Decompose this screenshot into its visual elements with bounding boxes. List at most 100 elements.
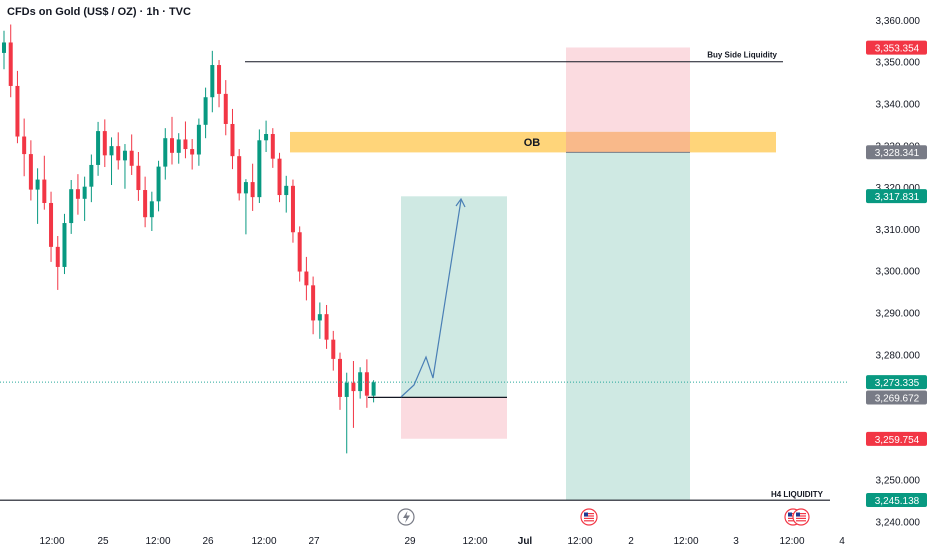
price-badge [866, 390, 927, 405]
candle [55, 236, 60, 290]
flag-canton [788, 512, 792, 517]
candle [344, 372, 349, 454]
candle [223, 80, 228, 136]
candle-body [8, 42, 13, 86]
long-target-zone [401, 196, 507, 398]
candle [257, 129, 262, 203]
lightning-icon[interactable] [397, 508, 415, 526]
candle-body [69, 189, 74, 224]
candle-body [196, 124, 201, 155]
flag-stripe [584, 515, 594, 517]
candle [371, 380, 376, 403]
candle-body [270, 134, 275, 159]
candle [62, 213, 67, 275]
time-axis: 12:00 25 12:00 26 12:00 27 29 12:00 Jul 12:00 2 12:… [39, 508, 845, 547]
candle-body [28, 154, 33, 190]
zones-layer [290, 47, 776, 501]
candle [290, 179, 295, 243]
candle [331, 330, 336, 371]
candle-body [290, 185, 295, 233]
candle-body [129, 150, 134, 166]
candle [297, 226, 302, 282]
price-tick-label: 3,340.000 [876, 100, 921, 111]
candle-body [22, 136, 27, 155]
candle [8, 24, 13, 98]
price-tick-label: 3,310.000 [876, 225, 921, 236]
flag-canton [796, 512, 800, 517]
price-tick-label: 3,350.000 [876, 58, 921, 69]
buy-side-liquidity-label: Buy Side Liquidity [707, 51, 777, 60]
candle [129, 134, 134, 175]
candle-body [136, 165, 141, 191]
candle [163, 128, 168, 180]
candle [22, 118, 27, 177]
candle-body [190, 149, 195, 155]
candle-body [96, 131, 101, 165]
candle [284, 175, 289, 213]
order-block-overlap [566, 131, 690, 153]
time-tick-label: 27 [308, 536, 320, 547]
candle-body [237, 156, 242, 194]
candle-body [311, 285, 316, 321]
flag-stripe [796, 513, 806, 515]
price-tick-label: 3,250.000 [876, 476, 921, 487]
candle-body [102, 131, 107, 156]
long-stop-zone [401, 397, 507, 439]
candle [75, 174, 80, 215]
candle-body [338, 358, 342, 397]
price-badge [866, 431, 927, 446]
time-tick-label: 3 [733, 536, 739, 547]
time-tick-label: 25 [97, 536, 109, 547]
us-flag-icon[interactable] [580, 508, 598, 526]
candle [42, 155, 47, 210]
candle-body [89, 164, 94, 187]
candle [264, 120, 269, 152]
flag-canton [584, 512, 588, 517]
candle [364, 359, 369, 408]
candle [89, 154, 94, 203]
candles-layer [2, 24, 376, 454]
candle-body [170, 138, 174, 153]
short-target-zone [566, 152, 690, 501]
price-badge [866, 493, 927, 508]
time-tick-label: 4 [839, 536, 845, 547]
candle-body [203, 97, 208, 125]
time-tick-label: 12:00 [39, 536, 64, 547]
candle [277, 152, 282, 203]
candle [122, 144, 127, 189]
candle-body [2, 42, 6, 53]
flag-stripe [584, 513, 594, 515]
candle [35, 168, 40, 224]
candle-body [371, 382, 376, 396]
candle-body [217, 65, 222, 94]
time-tick-label: 29 [404, 536, 416, 547]
candle [243, 179, 248, 235]
price-tick-label: 3,360.000 [876, 16, 921, 27]
candle [317, 302, 322, 339]
candle [69, 179, 74, 234]
price-badge-label: 3,259.754 [875, 435, 920, 446]
candle [143, 176, 148, 228]
candle [2, 30, 6, 70]
price-badge [866, 189, 927, 204]
price-tick-label: 3,300.000 [876, 267, 921, 278]
candle [311, 276, 316, 335]
candle-body [317, 314, 322, 321]
candle-body [183, 139, 188, 150]
us-flag-icon[interactable] [792, 508, 810, 526]
candle-body [264, 134, 269, 141]
candle [116, 132, 121, 170]
candle-body [149, 201, 154, 218]
time-tick-label: 12:00 [145, 536, 170, 547]
candle [210, 50, 215, 113]
time-tick-label: 12:00 [673, 536, 698, 547]
time-tick-label: 12:00 [567, 536, 592, 547]
flag-stripe [788, 520, 798, 522]
time-tick-label: 2 [628, 536, 634, 547]
candle-body [156, 166, 161, 202]
candle-body [284, 185, 289, 196]
price-badge [866, 145, 927, 160]
candle [170, 116, 174, 165]
candle-body [223, 93, 228, 124]
